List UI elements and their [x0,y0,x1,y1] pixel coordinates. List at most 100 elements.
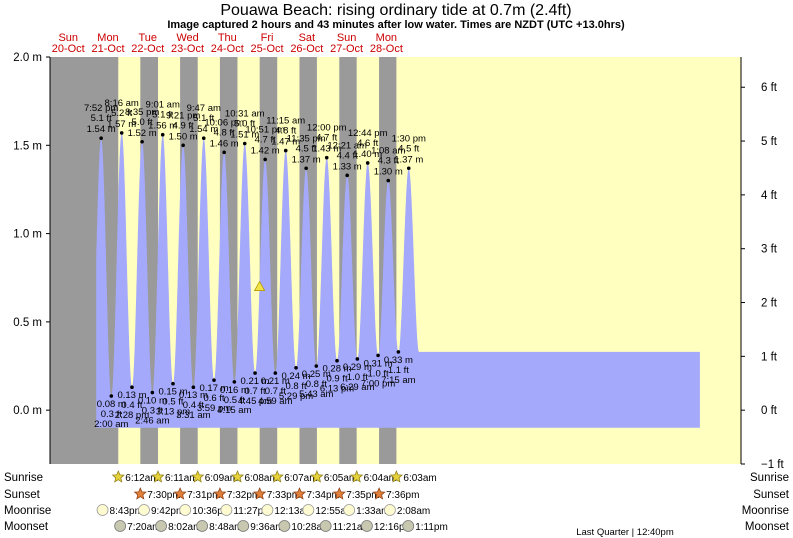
moonset-icon [278,520,291,532]
moonrise-icon [261,504,274,516]
low-tide-metres: 0.24 m [282,371,311,382]
moonset-time: 1:11pm [415,522,448,533]
left-tick-label: 0.0 m [13,405,42,417]
low-tide-time: 5:43 am [299,389,333,400]
day-date: 28-Oct [370,43,403,55]
day-date: 23-Oct [171,43,204,55]
moonset-time: 9:36am [250,522,283,533]
high-tide-time: 9:47 am [187,103,221,114]
day-name: Mon [97,32,118,44]
high-tide-metres: 1.51 m [230,130,259,141]
left-tick-label: 0.5 m [13,317,42,329]
sunset-icon [213,487,227,500]
low-tide-point [396,350,401,354]
sunset-time: 7:35pm [346,490,379,501]
high-tide-feet: 4.9 ft [173,120,194,131]
high-tide-time: 10:51 pm [245,124,285,135]
high-tide-point [222,150,226,155]
moonrise-time: 1:33am [356,506,389,517]
sunrise-time: 6:07am [284,473,317,484]
high-tide-time: 1:08 am [371,146,405,157]
moonrise-icon [179,504,192,516]
high-tide-feet: 4.3 ft [378,156,399,167]
low-tide-metres: 0.21 m [261,376,290,387]
low-tide-metres: 0.31 m [364,358,393,369]
right-tick-label: 0 ft [761,405,778,417]
day-date: 20-Oct [52,43,85,55]
high-tide-metres: 1.54 m [87,124,116,135]
high-tide-point [406,166,411,171]
low-tide-feet: 0.7 ft [265,386,286,397]
right-tick-label: 2 ft [761,298,778,310]
sunset-time: 7:31pm [187,490,220,501]
right-tick-label: 5 ft [761,136,778,148]
sunrise-row-label-right: Sunrise [750,472,789,484]
left-tick-label: 1.5 m [13,140,42,152]
high-tide-time: 9:21 pm [166,110,200,121]
sunrise-icon [270,470,284,483]
low-tide-time: 2:00 am [94,419,128,430]
low-tide-point [232,380,237,384]
moonrise-time: 12:13am [274,506,313,517]
high-tide-point [283,148,288,153]
sunrise-time: 6:05am [324,473,357,484]
high-tide-feet: 5.2 ft [111,108,132,119]
current-tide-marker [253,280,266,291]
moonset-time: 7:20am [127,522,160,533]
low-tide-point [212,378,216,382]
right-tick-label: 4 ft [761,190,778,202]
low-tide-point [355,357,360,361]
day-date: 25-Oct [251,43,284,55]
high-tide-time: 12:00 pm [307,123,347,134]
sunrise-time: 6:11am [165,473,198,484]
low-tide-feet: 0.7 ft [244,386,265,397]
high-tide-metres: 1.57 m [107,119,136,130]
sunrise-time: 6:03am [403,473,436,484]
moonrise-icon [220,504,233,516]
sunset-icon [253,487,267,500]
moonset-icon [237,520,250,532]
sunrise-time: 6:04am [364,473,397,484]
low-tide-time: 4:59 am [258,396,292,407]
high-tide-time: 12:21 am [327,140,367,151]
moonset-icon [155,520,167,532]
high-tide-feet: 5.1 ft [193,113,214,124]
low-tide-metres: 0.28 m [322,364,351,375]
low-tide-point [376,353,380,358]
low-tide-metres: 0.29 m [343,362,372,373]
high-tide-time: 8:35 pm [125,107,159,118]
high-tide-point [99,136,103,141]
high-tide-feet: 5.0 ft [132,117,153,128]
moonrise-row-label-right: Moonrise [742,505,789,517]
low-tide-time: 3:13 pm [156,407,190,418]
high-tide-metres: 1.54 m [189,124,218,135]
day-date: 26-Oct [290,43,323,55]
low-tide-point [171,381,175,386]
high-tide-metres: 1.46 m [210,138,239,149]
low-tide-time: 6:29 am [340,382,374,393]
low-tide-metres: 0.13 m [179,390,208,401]
low-tide-metres: 0.25 m [302,369,331,380]
day-name: Fri [261,32,274,44]
high-tide-time: 8:16 am [105,98,139,109]
high-tide-metres: 1.50 m [169,131,198,142]
high-tide-metres: 1.47 m [271,137,300,148]
moonrise-icon [384,504,396,516]
tide-curve [96,133,700,428]
sunset-time: 7:30pm [147,490,180,501]
low-tide-metres: 0.15 m [158,387,187,398]
moonrise-time: 8:43pm [110,506,143,517]
moonset-time: 8:48am [209,522,242,533]
low-tide-time: 2:28 pm [115,410,149,421]
high-tide-feet: 4.5 ft [398,143,419,154]
low-tide-point [109,394,114,398]
low-tide-feet: 0.5 ft [162,397,183,408]
sunset-time: 7:32pm [227,490,260,501]
high-tide-point [324,155,329,160]
high-tide-point [140,139,144,144]
moonset-icon [196,520,209,532]
high-tide-feet: 4.4 ft [337,150,358,161]
low-tide-feet: 1.0 ft [368,368,389,379]
